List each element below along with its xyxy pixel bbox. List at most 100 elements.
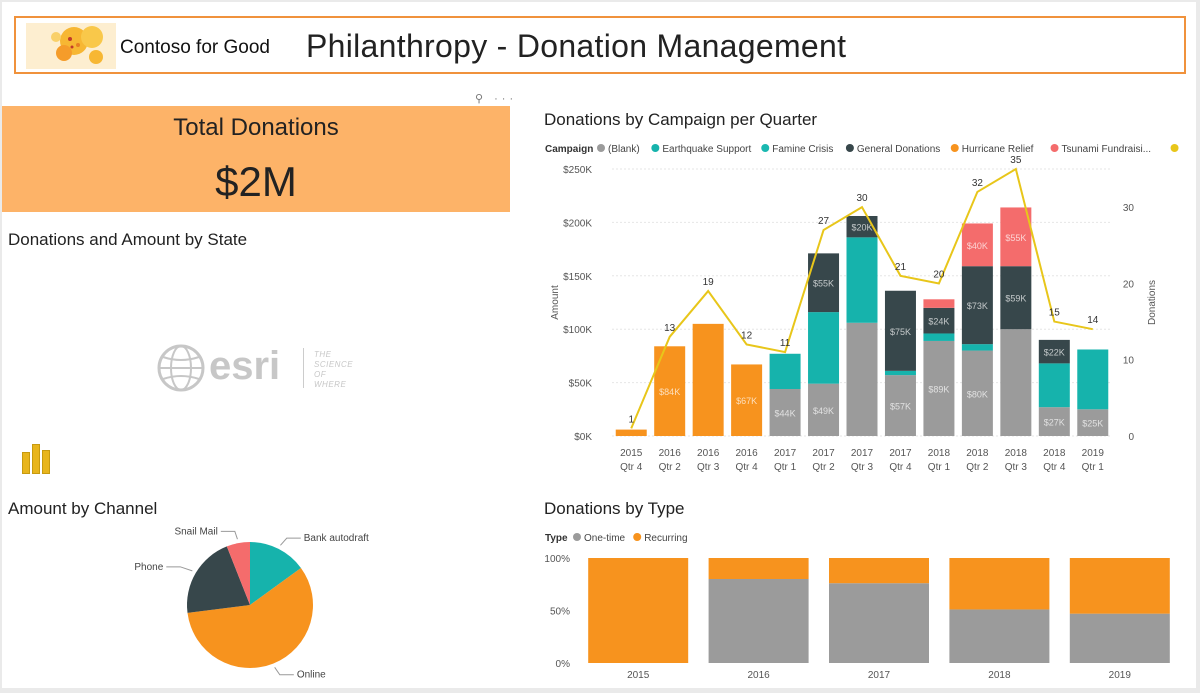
esri-logo: esri THE SCIENCE OF WHERE [157,344,367,394]
x-tick-label: 2018 [1005,448,1028,459]
total-donations-card[interactable]: Total Donations $2M [2,106,510,212]
org-name: Contoso for Good [120,37,270,58]
y-axis-label: Amount [550,285,561,320]
bar-segment [884,290,916,371]
bar-segment [615,429,647,436]
x-tick-label: 2019 [1082,448,1105,459]
legend-marker [1170,144,1179,152]
bar-data-label: $89K [928,384,949,394]
map-visual[interactable]: esri THE SCIENCE OF WHERE [2,252,510,492]
bar-segment [1077,409,1109,436]
x-tick-label: Qtr 2 [812,462,835,473]
y-tick-label: $200K [563,218,592,229]
bar-segment [1000,207,1032,267]
pin-icon[interactable]: ⚲ [475,93,488,105]
x-tick-label: 2015 [627,670,650,681]
line-data-label: 14 [1087,315,1099,326]
bar-data-label: $67K [736,396,757,406]
x-tick-label: 2018 [928,448,951,459]
line-data-label: 12 [741,330,753,341]
pbi-bar [42,450,50,474]
contoso-logo [26,23,116,69]
legend-item: Earthquake Support [662,144,751,155]
x-tick-label: 2016 [747,670,770,681]
x-tick-label: 2017 [774,448,797,459]
line-data-label: 19 [703,277,715,288]
channel-pie-chart[interactable]: Bank autodraft Online Phone Snail Mail [102,517,522,687]
dashboard-header: Contoso for Good Philanthropy - Donation… [14,16,1186,74]
legend-title: Campaign [545,144,593,155]
x-tick-label: 2018 [1043,448,1066,459]
pie-label: Phone [134,562,163,573]
campaign-stacked-chart[interactable]: Campaign (Blank) Earthquake Support Famine … [542,136,1182,476]
bar-data-label: $20K [851,223,872,233]
y-tick-label: 50% [550,607,570,618]
x-tick-label: Qtr 2 [659,462,682,473]
x-tick-label: 2017 [868,670,891,681]
x-tick-label: 2016 [659,448,682,459]
pie-slice [187,567,313,668]
bar-data-label: $84K [659,387,680,397]
tagline-line: OF [314,370,327,379]
x-tick-label: Qtr 1 [1082,462,1105,473]
legend-item: Famine Crisis [772,144,833,155]
bar-segment [884,370,916,376]
pie-leader-line [274,667,294,676]
y2-tick-label: 10 [1123,356,1135,367]
bar-data-label: $59K [1005,294,1026,304]
x-tick-label: Qtr 3 [1005,462,1028,473]
power-bi-icon [22,444,54,474]
bar-segment [961,350,993,436]
bar-segment [731,364,763,436]
bar-segment [1038,363,1070,408]
pie-label: Bank autodraft [304,533,369,544]
type-stacked-chart[interactable]: Type One-time Recurring 0% 50% 100% 2015 2016 20… [542,524,1192,684]
bar-segment [961,266,993,345]
y-tick-label: $0K [574,432,592,443]
pie-label: Online [297,670,326,681]
type-chart-title: Donations by Type [544,499,685,518]
bar-segment [949,609,1050,663]
more-options-icon[interactable]: ··· [494,93,518,105]
kpi-value: $2M [215,158,297,205]
legend-item: (Blank) [608,144,640,155]
channel-chart-title: Amount by Channel [8,499,158,518]
bar-segment [692,323,724,436]
esri-tagline: THE SCIENCE OF WHERE [314,350,353,390]
x-tick-label: 2018 [966,448,989,459]
bar-data-label: $22K [1044,348,1065,358]
bar-data-label: $55K [1005,233,1026,243]
bar-data-label: $25K [1082,419,1103,429]
bar-segment [884,375,916,436]
x-tick-label: 2017 [851,448,874,459]
x-tick-label: Qtr 4 [1043,462,1066,473]
y-tick-label: $50K [569,379,593,390]
pie-slice [250,542,301,605]
legend-item: General Donations [857,144,940,155]
line-data-label: 27 [818,216,830,227]
x-tick-label: Qtr 1 [928,462,951,473]
campaign-chart-title: Donations by Campaign per Quarter [544,110,818,129]
bar-segment [961,223,993,267]
y-tick-label: 0% [556,659,571,670]
line-data-label: 11 [780,338,791,349]
y2-tick-label: 0 [1128,432,1134,443]
legend-item: Tsunami Fundraisi... [1062,144,1151,155]
y-tick-label: $250K [563,165,592,176]
bar-data-label: $24K [928,317,949,327]
globe-icon [157,344,205,392]
esri-wordmark: esri [209,344,281,388]
x-tick-label: 2019 [1109,670,1132,681]
x-tick-label: Qtr 4 [889,462,912,473]
y-tick-label: $150K [563,272,592,283]
logo-graphic [51,26,103,64]
bar-segment [1069,558,1170,614]
bar-data-label: $27K [1044,418,1065,428]
y2-axis-label: Donations [1147,280,1158,325]
bar-data-label: $80K [967,389,988,399]
bar-data-label: $44K [775,409,796,419]
bar-segment [808,383,840,436]
legend-marker [845,144,854,152]
x-tick-label: Qtr 1 [774,462,797,473]
